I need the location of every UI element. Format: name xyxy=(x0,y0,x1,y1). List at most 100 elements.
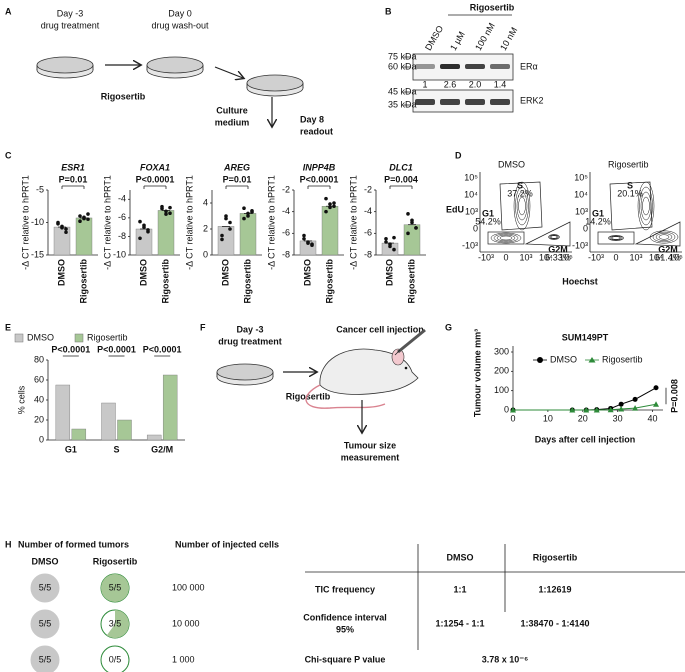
pie-label: 5/5 xyxy=(39,582,52,592)
y-tick-label: 10³ xyxy=(575,206,588,216)
table-cell: 1:1254 - 1:1 xyxy=(435,618,484,628)
quantification: 1.4 xyxy=(494,79,507,89)
data-point xyxy=(224,216,228,221)
data-point xyxy=(324,196,328,201)
lane-label: DMSO xyxy=(423,24,445,52)
data-point xyxy=(220,233,224,238)
pie-outline xyxy=(100,645,130,672)
pie-slice xyxy=(31,574,59,602)
dish xyxy=(246,74,304,92)
readout-label: Day 8 xyxy=(300,114,324,124)
legend-label: DMSO xyxy=(550,354,577,364)
data-point xyxy=(384,236,388,241)
data-point xyxy=(168,211,172,216)
pie-label: 5/5 xyxy=(39,618,52,628)
contour xyxy=(655,233,673,241)
p-value: P<0.0001 xyxy=(136,174,175,184)
data-point xyxy=(328,202,332,206)
bar xyxy=(53,226,71,256)
gate-phase: G1 xyxy=(592,208,604,218)
legend-swatch xyxy=(14,333,24,343)
y-tick-label: 10³ xyxy=(465,206,478,216)
contour xyxy=(649,230,679,244)
bar xyxy=(321,206,339,256)
injection-label: Cancer cell injection xyxy=(336,324,424,334)
p-value: P=0.01 xyxy=(223,174,252,184)
data-point xyxy=(302,236,306,241)
x-tick-label: Rigosertib xyxy=(78,259,88,304)
contour xyxy=(640,191,652,221)
x-tick-label: DMSO xyxy=(56,259,66,286)
y-tick-label: 20 xyxy=(34,414,44,424)
gate xyxy=(609,181,653,231)
contour xyxy=(607,235,625,241)
y-tick-label: -8 xyxy=(282,249,290,259)
panel-label: E xyxy=(5,322,11,332)
mouse-eye xyxy=(404,366,408,370)
data-point xyxy=(332,201,336,205)
protein-label: ERα xyxy=(520,61,538,71)
y-tick-label: -2 xyxy=(364,184,372,194)
data-point xyxy=(56,220,60,225)
y-tick-label: 2 xyxy=(203,223,208,233)
y-axis-label: -Δ CT relative to hPRT1 xyxy=(20,175,30,270)
bar xyxy=(239,213,257,256)
pie-slice xyxy=(31,646,59,672)
data-point xyxy=(653,385,659,391)
data-point xyxy=(228,220,232,225)
legend-label: Rigosertib xyxy=(87,332,128,342)
y-axis-label: -Δ CT relative to hPRT1 xyxy=(348,175,358,270)
data-point xyxy=(86,212,90,216)
drug-label: Rigosertib xyxy=(286,391,331,401)
group-label: DMSO xyxy=(32,556,59,566)
y-tick-label: -6 xyxy=(364,228,372,238)
chart-title: DLC1 xyxy=(389,162,413,172)
data-point xyxy=(64,227,68,231)
y-tick-label: 10⁴ xyxy=(574,189,588,199)
x-tick-label: 30 xyxy=(613,413,623,423)
x-axis-label: Hoechst xyxy=(562,276,598,286)
data-point xyxy=(160,206,164,211)
data-point xyxy=(146,228,150,232)
contour xyxy=(513,181,531,231)
treatment-label: Rigosertib xyxy=(470,2,515,12)
x-axis-label: Days after cell injection xyxy=(535,434,636,444)
contour xyxy=(499,235,513,241)
x-tick-label: 10⁵ xyxy=(559,252,573,262)
table-cell: 1:38470 - 1:4140 xyxy=(520,618,589,628)
mouse-tail xyxy=(305,384,386,409)
contour xyxy=(642,196,650,216)
gate xyxy=(499,181,543,231)
p-value: P<0.0001 xyxy=(51,344,90,354)
data-point xyxy=(328,205,332,210)
gate-phase: G2M xyxy=(548,244,568,254)
y-tick-label: 40 xyxy=(34,394,44,404)
bar xyxy=(403,224,421,256)
y-tick-label: 0 xyxy=(504,404,509,414)
p-value: P=0.008 xyxy=(669,379,679,413)
y-tick-label: -8 xyxy=(364,249,372,259)
y-tick-label: -15 xyxy=(31,249,44,259)
p-value: P<0.0001 xyxy=(143,344,182,354)
band xyxy=(490,99,510,105)
y-tick-label: -4 xyxy=(282,206,290,216)
p-value: P=0.004 xyxy=(384,174,418,184)
x-tick-label: 10³ xyxy=(519,252,532,262)
x-tick-label: -10³ xyxy=(478,252,494,262)
data-point xyxy=(406,212,410,216)
row-label: 95% xyxy=(336,624,354,634)
lane-label: 1 µM xyxy=(448,30,467,52)
drug-label: Rigosertib xyxy=(101,91,146,101)
p-value: P<0.0001 xyxy=(97,344,136,354)
dish xyxy=(216,363,274,381)
medium-label: medium xyxy=(215,117,250,127)
legend-label: Rigosertib xyxy=(602,354,643,364)
data-point xyxy=(406,231,410,236)
marker-label: 60 kDa xyxy=(388,61,417,71)
band xyxy=(465,64,485,69)
x-tick-label: DMSO xyxy=(138,259,148,286)
bar xyxy=(117,419,132,441)
y-tick-label: 0 xyxy=(203,249,208,259)
x-tick-label: 40 xyxy=(648,413,658,423)
data-point xyxy=(164,212,168,216)
